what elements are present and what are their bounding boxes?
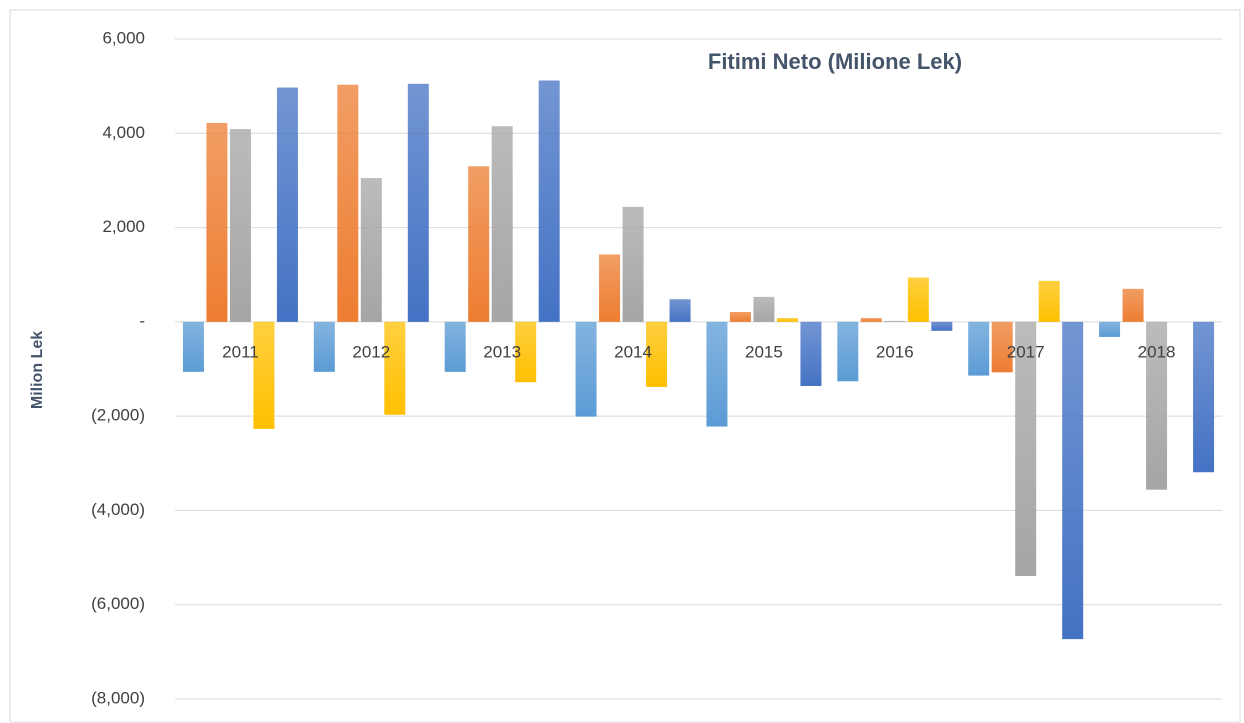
y-tick-label: (8,000) xyxy=(91,688,145,707)
y-tick-label: - xyxy=(139,311,145,330)
y-tick-label: (6,000) xyxy=(91,594,145,613)
bar xyxy=(407,83,429,322)
bar xyxy=(575,321,597,417)
bar xyxy=(968,321,990,376)
bar xyxy=(884,320,906,322)
x-tick-label: 2015 xyxy=(745,342,783,361)
bar xyxy=(276,87,298,322)
bar xyxy=(646,321,668,387)
bar xyxy=(1122,288,1144,322)
chart-title: Fitimi Neto (Milione Lek) xyxy=(708,49,962,74)
bar xyxy=(468,166,490,322)
bar xyxy=(206,122,228,322)
bar xyxy=(360,178,382,322)
bar xyxy=(253,321,275,429)
bar xyxy=(337,84,359,322)
bar xyxy=(991,321,1013,373)
x-tick-label: 2016 xyxy=(876,342,914,361)
bar xyxy=(776,318,798,322)
bar xyxy=(837,321,859,382)
bar xyxy=(1193,321,1215,473)
bar xyxy=(538,80,560,322)
bar xyxy=(1062,321,1084,640)
x-tick-label: 2018 xyxy=(1138,342,1176,361)
bar xyxy=(515,321,537,383)
x-tick-label: 2014 xyxy=(614,342,652,361)
y-tick-label: (2,000) xyxy=(91,406,145,425)
bar xyxy=(860,318,882,322)
bar xyxy=(1015,321,1037,576)
x-tick-label: 2013 xyxy=(483,342,521,361)
bar xyxy=(800,321,822,386)
x-tick-label: 2012 xyxy=(352,342,390,361)
y-tick-label: 4,000 xyxy=(102,123,145,142)
bar xyxy=(753,296,775,322)
x-tick-label: 2011 xyxy=(222,342,259,361)
bar xyxy=(931,321,953,331)
bar xyxy=(313,321,335,372)
bar xyxy=(444,321,466,372)
y-axis-label: Milion Lek xyxy=(29,331,46,409)
bar xyxy=(1146,321,1168,490)
bar xyxy=(1099,321,1121,337)
bar xyxy=(491,126,513,322)
y-tick-label: 6,000 xyxy=(102,28,145,47)
bar xyxy=(706,321,728,427)
bar xyxy=(907,277,929,322)
bar xyxy=(182,321,204,372)
bar xyxy=(729,311,751,322)
bar xyxy=(1038,280,1060,322)
bar xyxy=(599,254,621,322)
x-tick-label: 2017 xyxy=(1007,342,1045,361)
bar xyxy=(669,299,691,322)
y-tick-label: 2,000 xyxy=(102,217,145,236)
bar xyxy=(622,206,644,322)
y-tick-label: (4,000) xyxy=(91,500,145,519)
bar xyxy=(384,321,406,415)
bar xyxy=(229,129,251,322)
